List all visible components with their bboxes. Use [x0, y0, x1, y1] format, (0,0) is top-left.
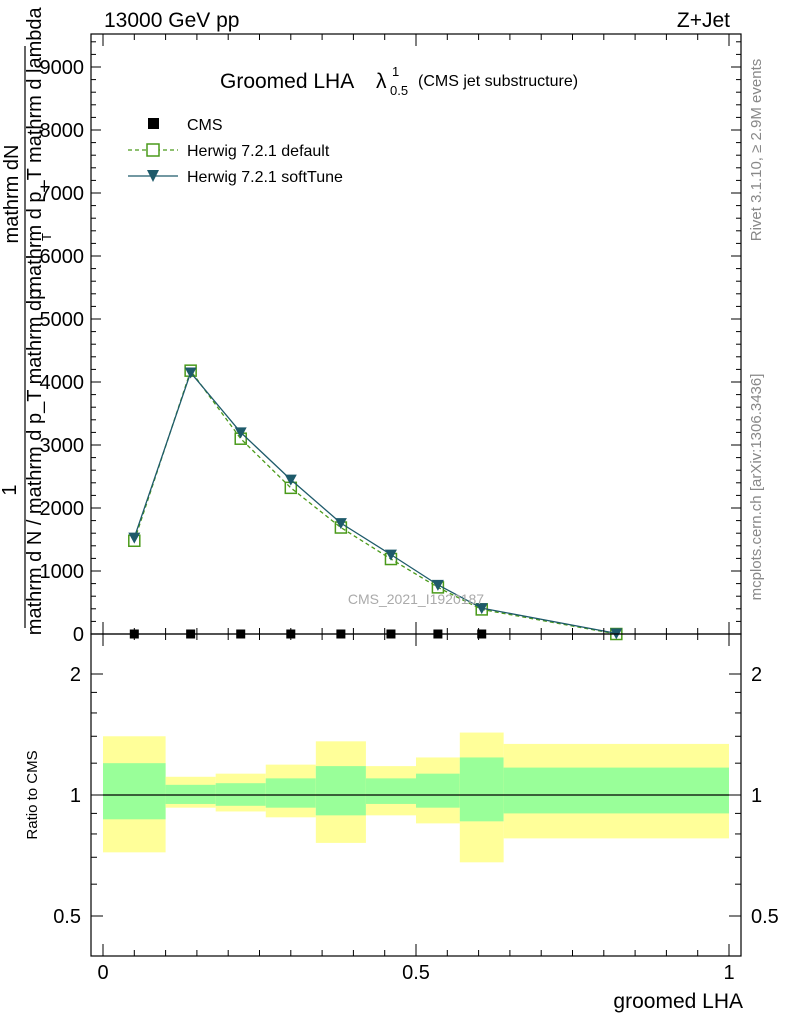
ratio-x-tick-label: 0.5 [402, 962, 430, 984]
ratio-inner-band [315, 766, 366, 816]
legend: CMS Herwig 7.2.1 default Herwig 7.2.1 so… [128, 117, 343, 186]
ratio-inner-band [459, 757, 504, 822]
title-main: Groomed LHA [220, 70, 354, 93]
y-label-denominator-sub: T [39, 233, 54, 241]
analysis-watermark: CMS_2021_I1920187 [348, 591, 484, 607]
main-y-axis: 0 1000 2000 3000 4000 5000 6000 7000 8000 9000 [40, 41, 741, 646]
main-y-tick-label: 5000 [40, 309, 85, 331]
legend-default-marker [146, 143, 160, 157]
softtune-data-point [128, 532, 141, 544]
ratio-inner-band [103, 763, 166, 820]
softtune-data-point [431, 579, 444, 591]
main-y-tick-label: 4000 [40, 372, 85, 394]
chart-title: Groomed LHA λ 1 0.5 (CMS jet substructur… [220, 64, 578, 98]
softtune-data-point [234, 427, 247, 439]
main-y-tick-label: 0 [73, 624, 84, 646]
title-note: (CMS jet substructure) [418, 73, 578, 90]
main-y-tick-label: 8000 [40, 120, 85, 142]
rivet-label: Rivet 3.1.10, ≥ 2.9M events [748, 59, 765, 242]
ratio-x-tick-label: 1 [723, 962, 734, 984]
ratio-y-tick-label-left: 0.5 [53, 906, 81, 928]
y-label-numerator: mathrm dN [1, 145, 23, 244]
legend-softtune-marker [147, 170, 159, 182]
ratio-inner-band [265, 778, 316, 808]
main-y-tick-label: 7000 [40, 183, 85, 205]
ratio-x-tick-label: 0 [97, 962, 108, 984]
main-y-tick-label: 6000 [40, 246, 85, 268]
ratio-y-label: Ratio to CMS [24, 750, 41, 839]
softtune-data-point [475, 603, 488, 615]
ratio-y-tick-label-left: 2 [70, 664, 81, 686]
y-label-denominator-bottom: mathrm d N / mathrm d p_T mathrm dp [24, 289, 46, 635]
main-x-ticks [102, 34, 730, 634]
header-left: 13000 GeV pp [104, 9, 239, 32]
ratio-y-tick-label-right: 1 [751, 785, 762, 807]
mcplots-label: mcplots.cern.ch [arXiv:1306.3436] [748, 374, 765, 601]
softtune-data-point [334, 518, 347, 530]
softtune-data-point [384, 549, 397, 561]
ratio-y-tick-label-right: 0.5 [751, 906, 779, 928]
x-axis-label: groomed LHA [613, 990, 743, 1013]
legend-default-label: Herwig 7.2.1 default [187, 143, 330, 160]
softtune-data-point [184, 367, 197, 379]
ratio-inner-band [365, 778, 416, 804]
ratio-y-tick-label-right: 2 [751, 664, 762, 686]
legend-softtune-label: Herwig 7.2.1 softTune [187, 169, 343, 186]
title-subscript: 0.5 [390, 83, 408, 98]
main-panel: 0 1000 2000 3000 4000 5000 6000 7000 8000 9000 Gr… [40, 33, 742, 646]
ratio-panel: 0.5 0.51 12 2 0 0.5 1 [53, 633, 779, 984]
title-symbol: λ [376, 70, 387, 93]
legend-cms-label: CMS [187, 117, 223, 134]
main-y-label: 1 mathrm dN mathrm d p_T mathrm d lambda… [0, 6, 54, 635]
y-label-denominator-top: mathrm d p_T mathrm d lambda [24, 6, 46, 292]
ratio-y-axis: 0.5 0.5 1 1 2 2 [53, 664, 779, 928]
legend-cms-marker [148, 118, 159, 129]
softtune-data-point [284, 474, 297, 486]
main-y-tick-label: 2000 [40, 498, 85, 520]
main-y-tick-label: 3000 [40, 435, 85, 457]
y-label-fraction-one: 1 [0, 484, 21, 495]
ratio-inner-band [503, 767, 729, 814]
header-right: Z+Jet [677, 9, 730, 32]
ratio-inner-band [416, 773, 460, 808]
main-y-tick-label: 1000 [40, 561, 85, 583]
ratio-bands-layer [103, 732, 729, 863]
main-y-tick-label: 9000 [40, 57, 85, 79]
main-series-layer [128, 364, 623, 641]
ratio-inner-band [165, 784, 216, 804]
ratio-y-tick-label-left: 1 [70, 785, 81, 807]
ratio-x-axis: 0 0.5 1 [97, 634, 735, 984]
title-superscript: 1 [392, 64, 399, 79]
